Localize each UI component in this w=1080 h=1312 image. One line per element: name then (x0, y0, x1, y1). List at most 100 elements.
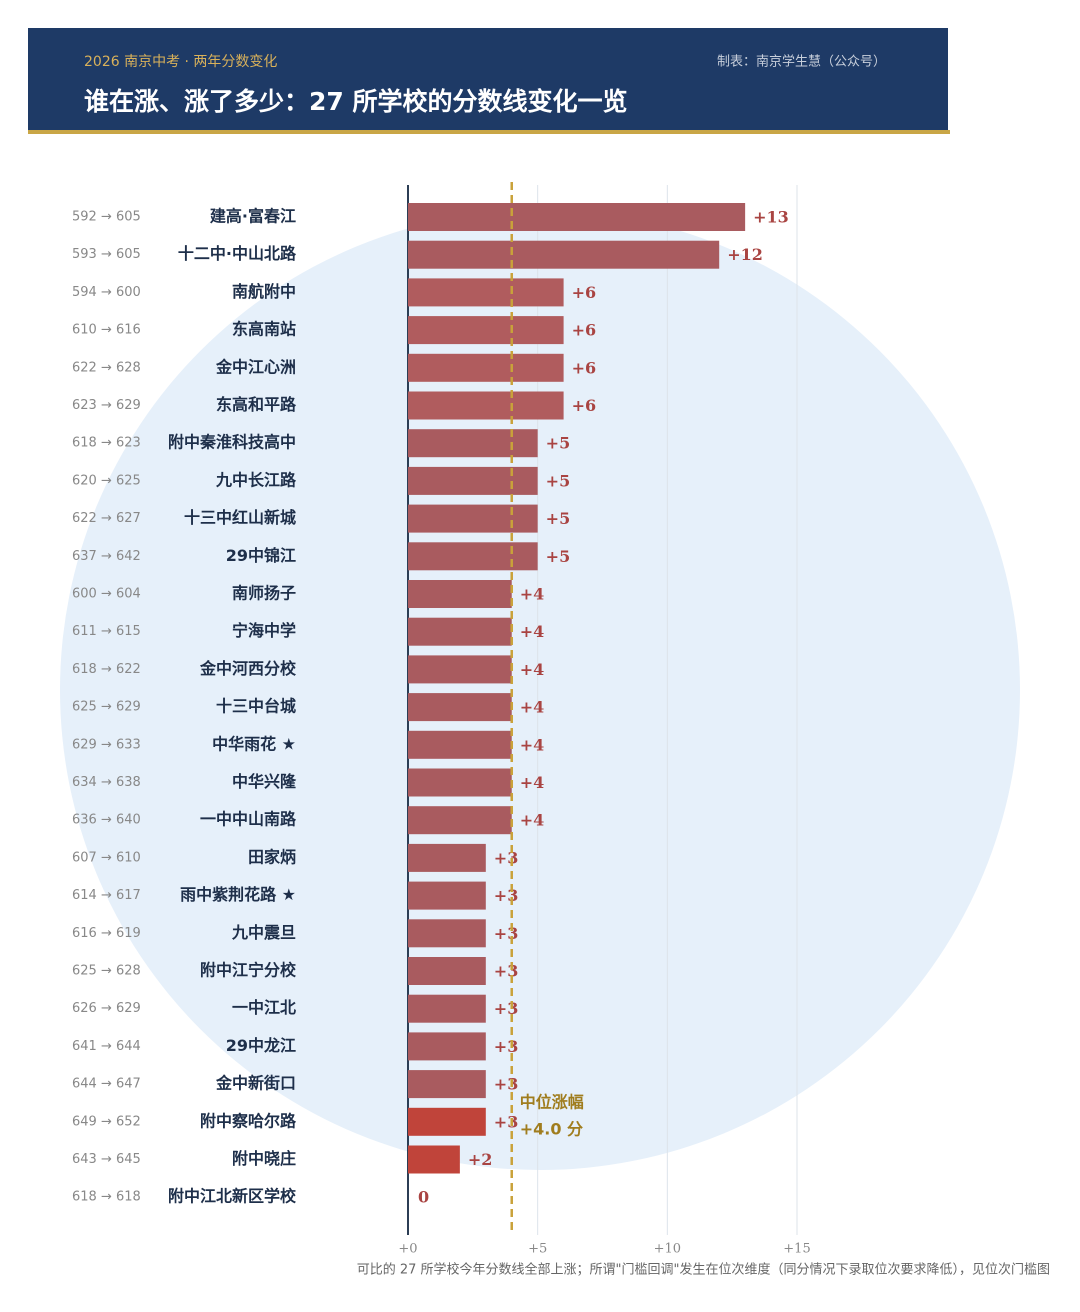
bar (408, 580, 512, 608)
school-name: 中华兴隆 (232, 772, 297, 791)
value-label: +4 (520, 660, 545, 679)
school-name: 宁海中学 (232, 621, 296, 640)
score-change: 625 → 629 (72, 700, 141, 715)
bar (408, 203, 746, 231)
score-change: 610 → 616 (72, 323, 141, 338)
value-label: +4 (520, 585, 545, 604)
watermark-circle (60, 210, 1020, 1170)
bar (408, 240, 720, 269)
school-name: 29中锦江 (226, 546, 296, 565)
score-change: 618 → 623 (72, 436, 141, 451)
score-change: 614 → 617 (72, 888, 141, 903)
score-change: 636 → 640 (72, 813, 141, 828)
score-change: 623 → 629 (72, 398, 141, 413)
school-name: 一中中山南路 (200, 810, 297, 829)
school-name: 田家炳 (248, 847, 296, 866)
value-label: +3 (494, 962, 519, 981)
score-change: 626 → 629 (72, 1001, 141, 1016)
value-label: +3 (494, 1037, 519, 1056)
x-tick-label: +15 (783, 1242, 810, 1257)
value-label: +4 (520, 773, 545, 792)
bar (408, 768, 512, 797)
value-label: +6 (572, 358, 597, 377)
value-label: 0 (418, 1188, 429, 1207)
school-name: 十三中台城 (216, 697, 296, 716)
value-label: +3 (494, 1112, 519, 1131)
score-change: 622 → 627 (72, 511, 141, 526)
score-change: 629 → 633 (72, 737, 141, 752)
value-label: +5 (546, 547, 571, 566)
school-name: 东高和平路 (216, 395, 297, 414)
score-change: 625 → 628 (72, 964, 141, 979)
bar (408, 957, 486, 985)
school-name: 东高南站 (232, 320, 296, 339)
score-change: 641 → 644 (72, 1039, 141, 1054)
bar (408, 429, 538, 458)
score-change: 611 → 615 (72, 624, 141, 639)
footnote: 可比的 27 所学校今年分数线全部上涨；所谓"门槛回调"发生在位次维度（同分情况… (357, 1262, 1050, 1278)
value-label: +6 (572, 396, 597, 415)
school-name: 十三中红山新城 (184, 508, 296, 527)
score-change: 649 → 652 (72, 1114, 141, 1129)
school-name: 附中晓庄 (232, 1149, 296, 1168)
value-label: +3 (494, 886, 519, 905)
bar (408, 353, 564, 382)
bar (408, 919, 486, 948)
score-change: 600 → 604 (72, 587, 141, 602)
credit: 制表：南京学生慧（公众号） (717, 54, 886, 70)
school-name: 29中龙江 (226, 1036, 296, 1055)
score-change: 620 → 625 (72, 473, 141, 488)
median-value: +4.0 分 (520, 1120, 583, 1139)
bar (408, 994, 486, 1023)
value-label: +3 (494, 848, 519, 867)
score-change: 616 → 619 (72, 926, 141, 941)
bar (408, 466, 538, 495)
bar (408, 278, 564, 307)
value-label: +5 (546, 509, 571, 528)
score-change: 618 → 622 (72, 662, 141, 677)
header-band (28, 28, 948, 130)
bar (408, 1070, 486, 1099)
school-name: 九中长江路 (215, 470, 297, 489)
bar (408, 504, 538, 533)
value-label: +6 (572, 321, 597, 340)
score-change: 607 → 610 (72, 850, 141, 865)
school-name: 附中江北新区学校 (168, 1187, 297, 1206)
value-label: +5 (546, 434, 571, 453)
bar (408, 881, 486, 910)
school-name: 附中秦淮科技高中 (168, 433, 296, 452)
school-name: 附中江宁分校 (200, 961, 297, 980)
kicker: 2026 南京中考 · 两年分数变化 (84, 54, 277, 70)
score-change: 592 → 605 (72, 210, 141, 225)
value-label: +5 (546, 471, 571, 490)
bar (408, 843, 486, 872)
school-name: 附中察哈尔路 (200, 1111, 297, 1130)
school-name: 金中江心洲 (215, 357, 296, 376)
bar (408, 617, 512, 646)
bar (408, 1107, 486, 1136)
school-name: 金中新街口 (215, 1074, 296, 1093)
value-label: +12 (727, 245, 763, 264)
score-change: 643 → 645 (72, 1152, 141, 1167)
school-name: 九中震旦 (231, 923, 296, 942)
value-label: +4 (520, 698, 545, 717)
value-label: +4 (520, 735, 545, 754)
school-name: 建高·富春江 (210, 207, 296, 226)
title: 谁在涨、涨了多少：27 所学校的分数线变化一览 (84, 87, 628, 116)
bar (408, 316, 564, 345)
score-change: 637 → 642 (72, 549, 141, 564)
value-label: +13 (753, 208, 789, 227)
score-change: 593 → 605 (72, 247, 141, 262)
median-label: 中位涨幅 (520, 1093, 584, 1112)
value-label: +2 (468, 1150, 493, 1169)
value-label: +4 (520, 622, 545, 641)
value-label: +3 (494, 924, 519, 943)
school-name: 中华雨花 ★ (212, 734, 296, 753)
value-label: +4 (520, 811, 545, 830)
value-label: +6 (572, 283, 597, 302)
bar (408, 730, 512, 759)
bar (408, 693, 512, 722)
bar (408, 1145, 460, 1174)
score-change: 622 → 628 (72, 360, 141, 375)
